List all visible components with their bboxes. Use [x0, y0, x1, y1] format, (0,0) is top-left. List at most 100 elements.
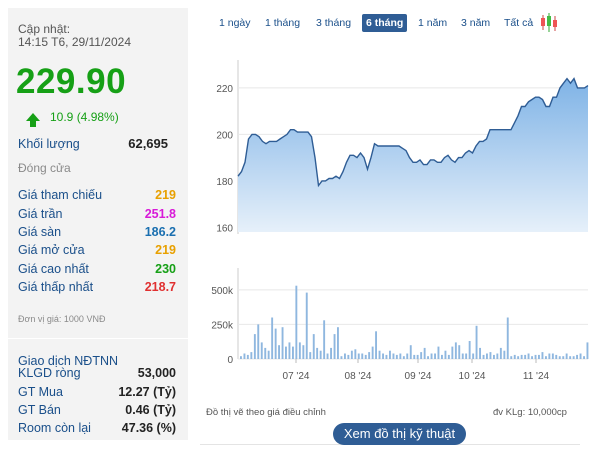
volume-bar	[395, 354, 398, 359]
price-row-label: Giá trần	[18, 207, 63, 221]
volume-bar	[361, 353, 364, 359]
volume-bar	[583, 356, 585, 359]
price-row-value: 219	[155, 188, 176, 202]
price-unit-note: Đơn vị giá: 1000 VNĐ	[18, 314, 106, 324]
volume-bar	[496, 353, 499, 359]
volume-bar	[368, 352, 371, 359]
volume-bar	[344, 353, 346, 359]
price-row-label: Giá sàn	[18, 225, 62, 239]
volume-bar	[333, 334, 336, 359]
quote-panel: Cập nhật: 14:15 T6, 29/11/2024 229.90 10…	[8, 8, 188, 440]
volume-bar	[298, 342, 301, 359]
price-tick-label: 180	[216, 177, 233, 188]
price-row-value: 230	[155, 262, 176, 276]
volume-bar	[576, 354, 578, 359]
volume-bar	[354, 349, 357, 359]
technical-chart-button[interactable]: Xem đồ thị kỹ thuật	[333, 423, 466, 445]
volume-value: 62,695	[128, 136, 168, 151]
volume-bar	[278, 345, 280, 359]
volume-bar	[461, 353, 464, 359]
price-row-value: 186.2	[144, 225, 176, 239]
foreign-trading-title: Giao dịch NĐTNN	[18, 354, 119, 368]
volume-bar	[444, 350, 447, 359]
price-change: 10.9 (4.98%)	[26, 110, 119, 127]
volume-bar	[323, 320, 326, 359]
volume-bar	[493, 354, 495, 359]
foreign-row-value: 47.36 (%)	[121, 421, 176, 435]
tab-1-year[interactable]: 1 năm	[418, 17, 448, 29]
tab-1-day[interactable]: 1 ngày	[219, 17, 251, 29]
tab-1-month[interactable]: 1 tháng	[265, 17, 301, 29]
volume-bar	[586, 342, 589, 359]
volume-bar	[499, 347, 502, 359]
volume-bar	[264, 347, 267, 359]
price-tick-label: 160	[216, 223, 233, 234]
price-row-label: Giá mở cửa	[18, 243, 85, 257]
price-row-low: Giá thấp nhất 218.7	[18, 280, 176, 298]
volume-bar	[437, 346, 440, 359]
price-row-reference: Giá tham chiếu 219	[18, 188, 176, 206]
volume-bar	[441, 354, 443, 359]
volume-bar	[416, 354, 419, 359]
volume-bar	[472, 353, 475, 359]
volume-bar	[295, 285, 298, 359]
volume-bar	[364, 354, 367, 359]
candlestick-icon[interactable]	[540, 12, 560, 34]
volume-bar	[545, 356, 547, 359]
volume-bar	[257, 324, 260, 359]
volume-bar	[465, 353, 468, 359]
foreign-row-label: Room còn lại	[18, 421, 91, 435]
x-tick-label: 08 '24	[345, 371, 372, 382]
volume-bar	[569, 356, 572, 359]
volume-bar	[489, 352, 492, 359]
volume-bar	[281, 327, 284, 359]
volume-bar	[243, 353, 246, 359]
volume-bar	[337, 327, 339, 359]
foreign-row-label: KLGD ròng	[18, 366, 81, 380]
price-row-value: 251.8	[144, 207, 176, 221]
volume-bar	[305, 292, 308, 359]
volume-bar	[312, 334, 315, 359]
volume-bar	[319, 350, 322, 359]
volume-bar	[402, 356, 405, 359]
volume-bar	[510, 356, 513, 359]
volume-bar	[406, 353, 409, 359]
price-row-open: Giá mở cửa 219	[18, 243, 176, 261]
tab-3-years[interactable]: 3 năm	[461, 17, 491, 29]
volume-bar	[558, 356, 561, 359]
volume-label: Khối lượng	[18, 137, 80, 151]
volume-bar	[538, 354, 540, 359]
volume-bar	[309, 352, 312, 359]
updated-label: Cập nhật:	[18, 22, 71, 36]
tab-3-months[interactable]: 3 tháng	[316, 17, 352, 29]
volume-bar	[371, 346, 374, 359]
volume-bar	[517, 356, 520, 359]
price-row-high: Giá cao nhất 230	[18, 262, 176, 280]
current-price: 229.90	[16, 62, 127, 101]
up-arrow-icon	[26, 113, 40, 127]
price-area-fill	[238, 78, 588, 232]
volume-tick-label: 0	[227, 355, 233, 366]
volume-bar	[392, 353, 395, 359]
volume-bar	[527, 353, 530, 359]
volume-bar	[350, 350, 353, 359]
volume-bar	[524, 354, 527, 359]
price-row-value: 218.7	[144, 280, 176, 294]
volume-bar	[240, 356, 242, 359]
price-tick-label: 220	[216, 84, 233, 95]
tab-all[interactable]: Tất cả	[504, 17, 534, 29]
volume-bar	[565, 353, 568, 359]
tab-6-months[interactable]: 6 tháng	[362, 14, 408, 32]
volume-bar	[479, 347, 481, 359]
price-row-label: Giá cao nhất	[18, 262, 89, 276]
adjusted-price-note: Đồ thị vẽ theo giá điều chỉnh	[206, 407, 326, 418]
volume-bar	[486, 353, 488, 359]
volume-bar	[292, 346, 294, 359]
foreign-row-label: GT Mua	[18, 385, 63, 399]
volume-bar	[572, 356, 575, 359]
volume-bar	[454, 342, 457, 359]
volume-bar	[506, 317, 509, 359]
x-tick-label: 10 '24	[459, 371, 486, 382]
updated-time: 14:15 T6, 29/11/2024	[18, 35, 131, 49]
